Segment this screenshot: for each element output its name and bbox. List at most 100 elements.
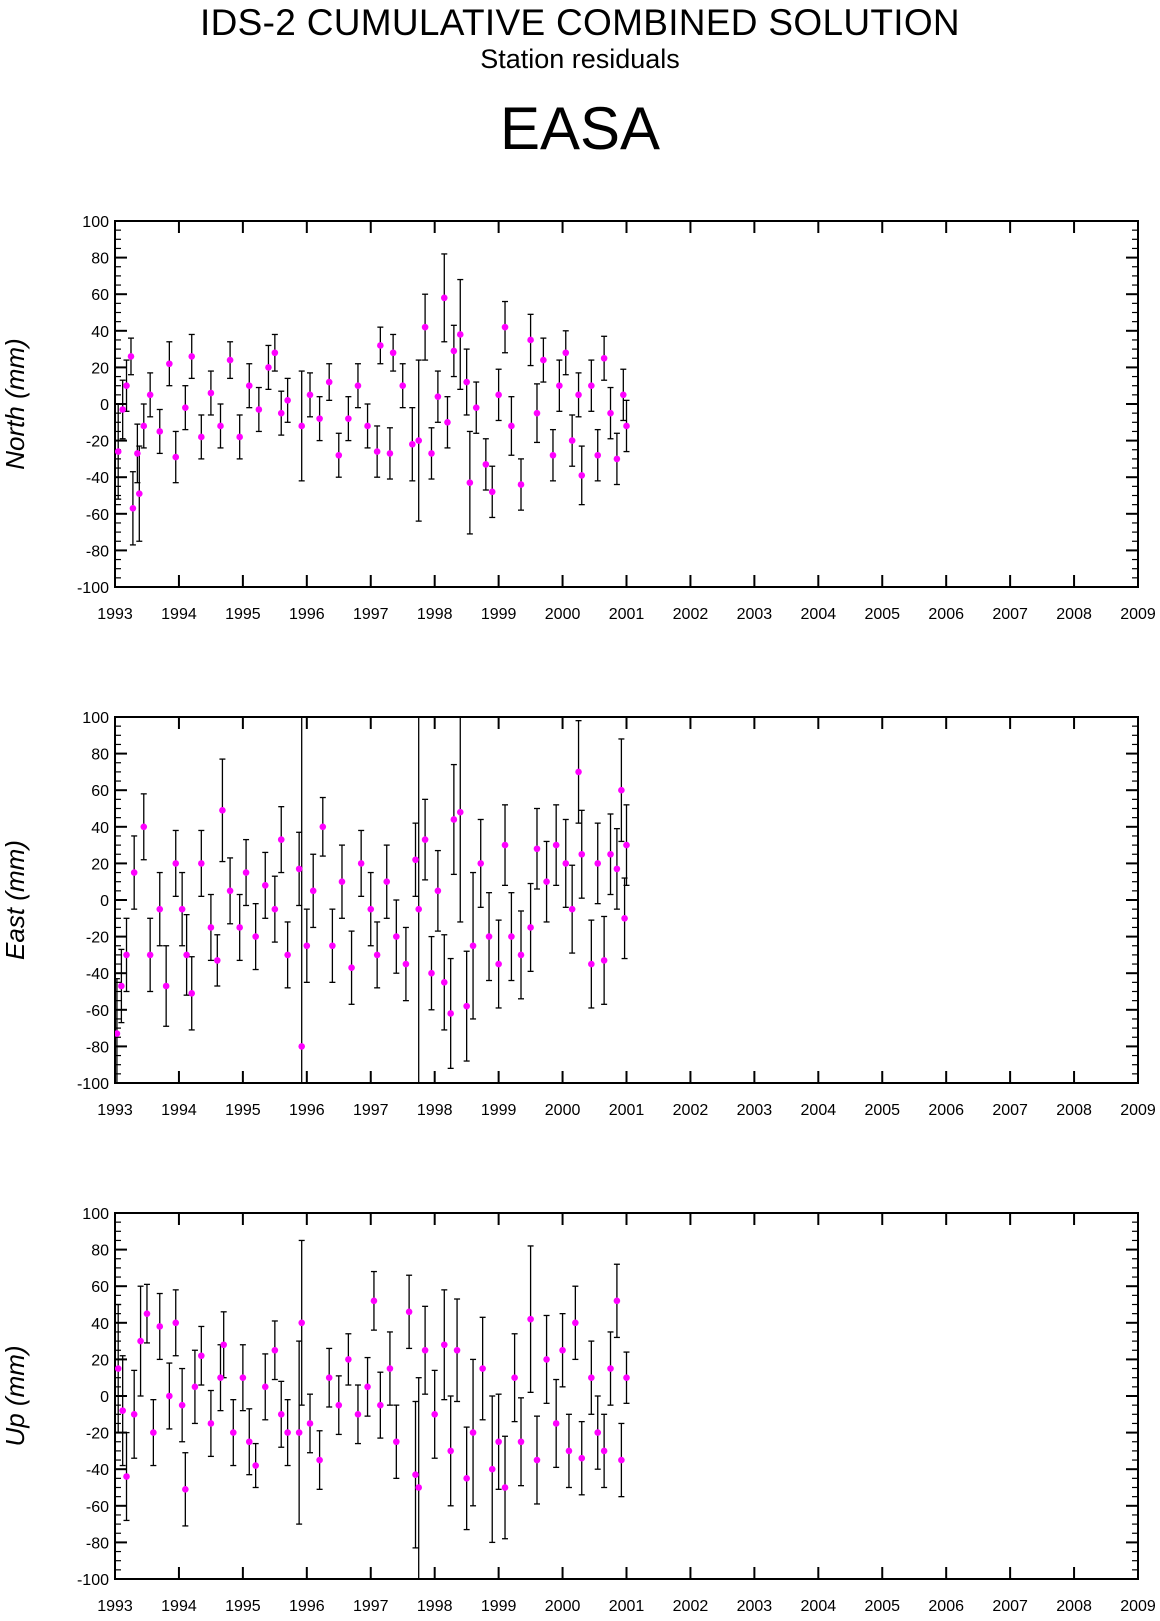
panel-2: 1993 1994 1995 1996 1997 1998 1999 2000 2001 2002… bbox=[0, 1206, 1156, 1615]
data-point bbox=[229, 1429, 237, 1436]
data-point bbox=[298, 422, 305, 430]
data-point bbox=[123, 382, 130, 390]
data-point bbox=[345, 415, 352, 422]
data-point bbox=[552, 841, 560, 849]
y-tick-label: -80 bbox=[86, 1535, 109, 1552]
data-point bbox=[527, 336, 534, 344]
data-point bbox=[501, 841, 509, 849]
data-point bbox=[277, 836, 285, 843]
data-point bbox=[469, 1429, 477, 1436]
x-tick-label: 2005 bbox=[864, 1598, 900, 1615]
data-point bbox=[594, 1429, 602, 1436]
y-axis-label: Up (mm) bbox=[0, 1345, 30, 1446]
x-tick-label: 2009 bbox=[1120, 606, 1156, 623]
x-tick-label: 1994 bbox=[161, 1598, 197, 1615]
data-point bbox=[284, 1429, 291, 1436]
data-point bbox=[533, 845, 541, 853]
data-point bbox=[118, 982, 125, 990]
data-point bbox=[421, 323, 429, 331]
data-point bbox=[578, 472, 586, 479]
x-tick-label: 1996 bbox=[289, 1598, 325, 1615]
data-point bbox=[166, 1392, 173, 1400]
data-point bbox=[618, 786, 625, 794]
data-point bbox=[130, 1411, 138, 1418]
data-point bbox=[578, 1454, 586, 1462]
y-tick-label: 80 bbox=[91, 251, 109, 268]
data-point bbox=[440, 294, 448, 302]
data-point bbox=[207, 1420, 215, 1427]
data-point bbox=[543, 1356, 550, 1363]
x-tick-label: 1998 bbox=[417, 606, 453, 623]
x-tick-label: 1997 bbox=[353, 606, 389, 623]
data-point bbox=[198, 1352, 205, 1360]
data-point bbox=[325, 378, 333, 386]
data-point bbox=[252, 1462, 259, 1469]
data-point bbox=[402, 960, 410, 968]
y-tick-label: 40 bbox=[91, 1316, 109, 1333]
data-point bbox=[370, 1297, 378, 1305]
data-point bbox=[549, 451, 557, 459]
data-point bbox=[183, 951, 190, 959]
data-point bbox=[329, 942, 336, 950]
data-point bbox=[284, 951, 291, 959]
y-tick-label: -40 bbox=[86, 470, 109, 487]
data-point bbox=[495, 391, 502, 399]
data-point bbox=[495, 960, 502, 968]
data-point bbox=[115, 1365, 122, 1372]
data-point bbox=[383, 878, 391, 885]
data-point bbox=[450, 347, 458, 355]
data-point bbox=[463, 378, 470, 386]
y-tick-label: -40 bbox=[86, 1462, 109, 1479]
data-point bbox=[450, 816, 458, 823]
data-point bbox=[495, 1438, 502, 1446]
y-tick-label: 20 bbox=[91, 360, 109, 377]
data-point bbox=[613, 455, 621, 463]
data-point bbox=[565, 1447, 573, 1455]
data-point bbox=[277, 409, 285, 417]
x-tick-label: 1995 bbox=[225, 1598, 261, 1615]
x-tick-label: 2005 bbox=[864, 606, 900, 623]
y-tick-label: 60 bbox=[91, 783, 109, 800]
data-point bbox=[393, 933, 400, 940]
data-layer bbox=[115, 717, 630, 1083]
data-point bbox=[198, 433, 205, 441]
x-tick-label: 2003 bbox=[737, 606, 773, 623]
data-point bbox=[354, 1411, 362, 1418]
y-tick-label: 20 bbox=[91, 856, 109, 873]
data-point bbox=[364, 1383, 371, 1391]
x-tick-label: 2000 bbox=[545, 606, 581, 623]
data-point bbox=[261, 1383, 269, 1391]
y-tick-label: -20 bbox=[86, 434, 109, 451]
data-point bbox=[140, 422, 148, 430]
data-point bbox=[428, 450, 435, 457]
data-point bbox=[618, 1456, 625, 1464]
data-point bbox=[527, 924, 534, 931]
y-tick-label: 100 bbox=[82, 710, 109, 727]
data-point bbox=[415, 1484, 423, 1491]
data-point bbox=[191, 1383, 199, 1391]
data-point bbox=[140, 823, 148, 831]
data-point bbox=[472, 404, 480, 411]
x-tick-label: 1999 bbox=[481, 1598, 517, 1615]
data-point bbox=[284, 397, 291, 404]
data-point bbox=[405, 1308, 413, 1316]
y-tick-label: 0 bbox=[100, 1389, 109, 1406]
x-tick-label: 2001 bbox=[609, 1598, 645, 1615]
data-point bbox=[226, 887, 234, 895]
x-tick-label: 1995 bbox=[225, 606, 261, 623]
y-tick-label: 0 bbox=[100, 397, 109, 414]
x-tick-label: 2005 bbox=[864, 1102, 900, 1119]
data-point bbox=[306, 391, 314, 399]
data-point bbox=[607, 850, 614, 858]
y-tick-label: -100 bbox=[77, 1572, 109, 1589]
data-point bbox=[540, 356, 547, 364]
data-point bbox=[217, 422, 224, 430]
chart-title: IDS-2 CUMULATIVE COMBINED SOLUTION bbox=[200, 2, 960, 43]
data-point bbox=[377, 1401, 384, 1409]
x-tick-label: 2009 bbox=[1120, 1598, 1156, 1615]
data-point bbox=[517, 1438, 525, 1446]
data-point bbox=[182, 404, 189, 411]
data-point bbox=[265, 364, 272, 371]
x-tick-label: 1993 bbox=[97, 606, 133, 623]
data-point bbox=[508, 933, 515, 940]
